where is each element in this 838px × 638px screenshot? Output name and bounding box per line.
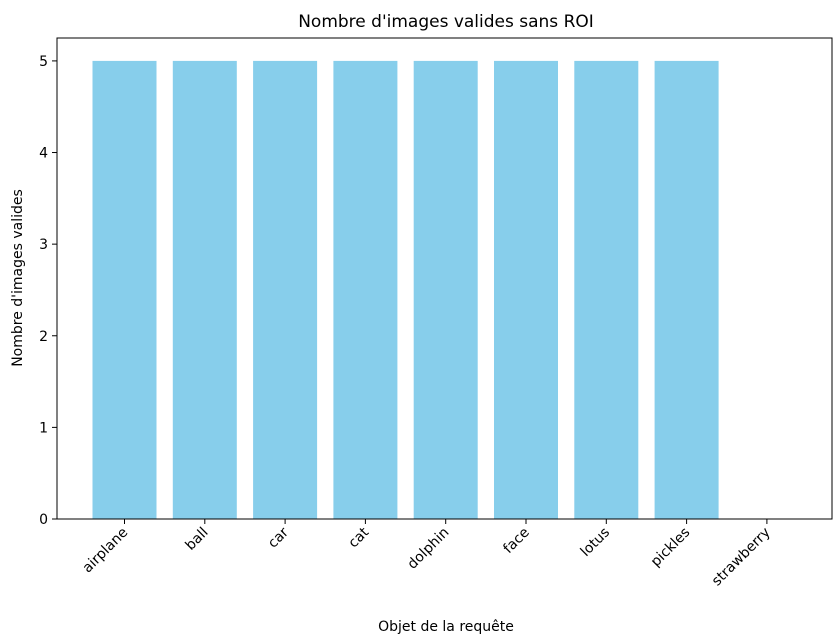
x-tick-label-dolphin: dolphin [405, 525, 453, 573]
bar-lotus [574, 60, 639, 520]
bar-dolphin [413, 60, 478, 520]
x-tick-label-strawberry: strawberry [709, 525, 774, 590]
x-tick-label-airplane: airplane [80, 525, 132, 577]
bar-airplane [92, 60, 157, 520]
bar-face [494, 60, 558, 520]
plot-frame [56, 37, 833, 520]
y-tick-label-0: 0 [39, 512, 48, 528]
bar-ball [172, 60, 237, 520]
bar-cat [333, 60, 398, 520]
y-tick-label-5: 5 [39, 54, 48, 70]
chart-title: Nombre d'images valides sans ROI [298, 12, 594, 32]
bar-car [253, 60, 318, 520]
x-tick-label-lotus: lotus [578, 525, 613, 560]
y-tick-label-4: 4 [39, 146, 48, 162]
y-tick-label-1: 1 [39, 420, 48, 436]
y-axis-label: Nombre d'images valides [10, 189, 26, 367]
x-tick-label-car: car [265, 524, 292, 551]
x-tick-label-cat: cat [346, 524, 373, 551]
x-tick-label-pickles: pickles [648, 525, 694, 571]
y-axis-ticks: 0 1 2 3 4 5 [39, 54, 57, 528]
bars-group [92, 60, 719, 520]
x-tick-label-face: face [500, 525, 532, 557]
x-tick-label-ball: ball [182, 525, 211, 554]
bar-pickles [654, 60, 719, 520]
y-tick-label-2: 2 [39, 329, 48, 345]
x-axis-label: Objet de la requête [378, 619, 514, 635]
y-tick-label-3: 3 [39, 237, 48, 253]
x-axis-ticks: airplane ball car cat dolphin face lotus pickle… [80, 519, 774, 589]
